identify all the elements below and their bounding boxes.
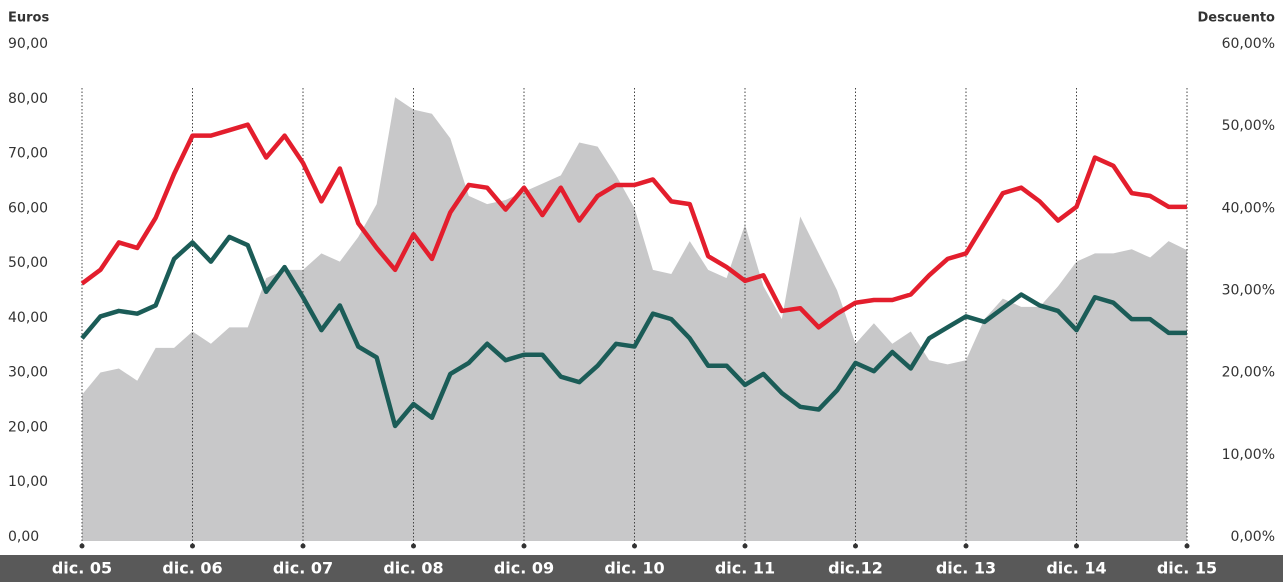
y-tick-label: 0,00 xyxy=(8,529,39,545)
x-tick-label: dic. 06 xyxy=(162,559,222,578)
x-tick-dot xyxy=(79,543,85,549)
x-tick-dot xyxy=(1184,543,1190,549)
x-tick-label: dic. 10 xyxy=(604,559,664,578)
x-tick-label: dic. 11 xyxy=(715,559,775,578)
x-tick-label: dic. 14 xyxy=(1046,559,1106,578)
y-axis-title: Euros xyxy=(8,11,49,26)
x-tick-dot xyxy=(632,543,637,549)
y-tick-label: 90,00 xyxy=(8,36,48,52)
y-tick-label: 60,00 xyxy=(8,200,48,216)
x-tick-label: dic. 13 xyxy=(936,559,996,578)
y2-tick-label: 10,00% xyxy=(1222,447,1275,463)
x-tick-dot xyxy=(190,543,195,549)
line xyxy=(80,234,1187,429)
x-tick-label: dic. 08 xyxy=(383,559,443,578)
y-tick-label: 80,00 xyxy=(8,91,48,107)
x-tick-dot xyxy=(521,543,527,549)
y2-tick-label: 40,00% xyxy=(1222,200,1275,216)
line xyxy=(80,122,1187,330)
x-tick-dot xyxy=(411,543,416,549)
x-tick-dot xyxy=(853,543,858,549)
y-tick-label: 10,00 xyxy=(8,474,48,490)
y2-axis-title: Descuento xyxy=(1197,11,1275,26)
y-tick-label: 20,00 xyxy=(8,419,48,435)
x-tick-label: dic. 15 xyxy=(1157,559,1217,578)
y2-tick-label: 30,00% xyxy=(1222,283,1275,299)
x-tick-label: dic. 05 xyxy=(52,559,112,578)
x-tick-dot xyxy=(300,543,306,549)
y-tick-label: 70,00 xyxy=(8,146,48,162)
x-tick-dot xyxy=(1074,543,1079,549)
x-tick-label: dic. 09 xyxy=(494,559,554,578)
y2-tick-label: 50,00% xyxy=(1222,118,1275,134)
x-tick-label: dic. 07 xyxy=(273,559,333,578)
y-tick-label: 50,00 xyxy=(8,255,48,271)
x-tick-dot xyxy=(963,543,969,549)
y-tick-label: 30,00 xyxy=(8,365,48,381)
x-tick-dot xyxy=(742,543,748,549)
y2-tick-label: 0,00% xyxy=(1231,529,1275,545)
x-axis-band xyxy=(0,555,1283,582)
x-tick-label: dic.12 xyxy=(828,559,883,578)
y2-tick-label: 20,00% xyxy=(1222,365,1275,381)
y2-tick-label: 60,00% xyxy=(1222,36,1275,52)
y-tick-label: 40,00 xyxy=(8,310,48,326)
